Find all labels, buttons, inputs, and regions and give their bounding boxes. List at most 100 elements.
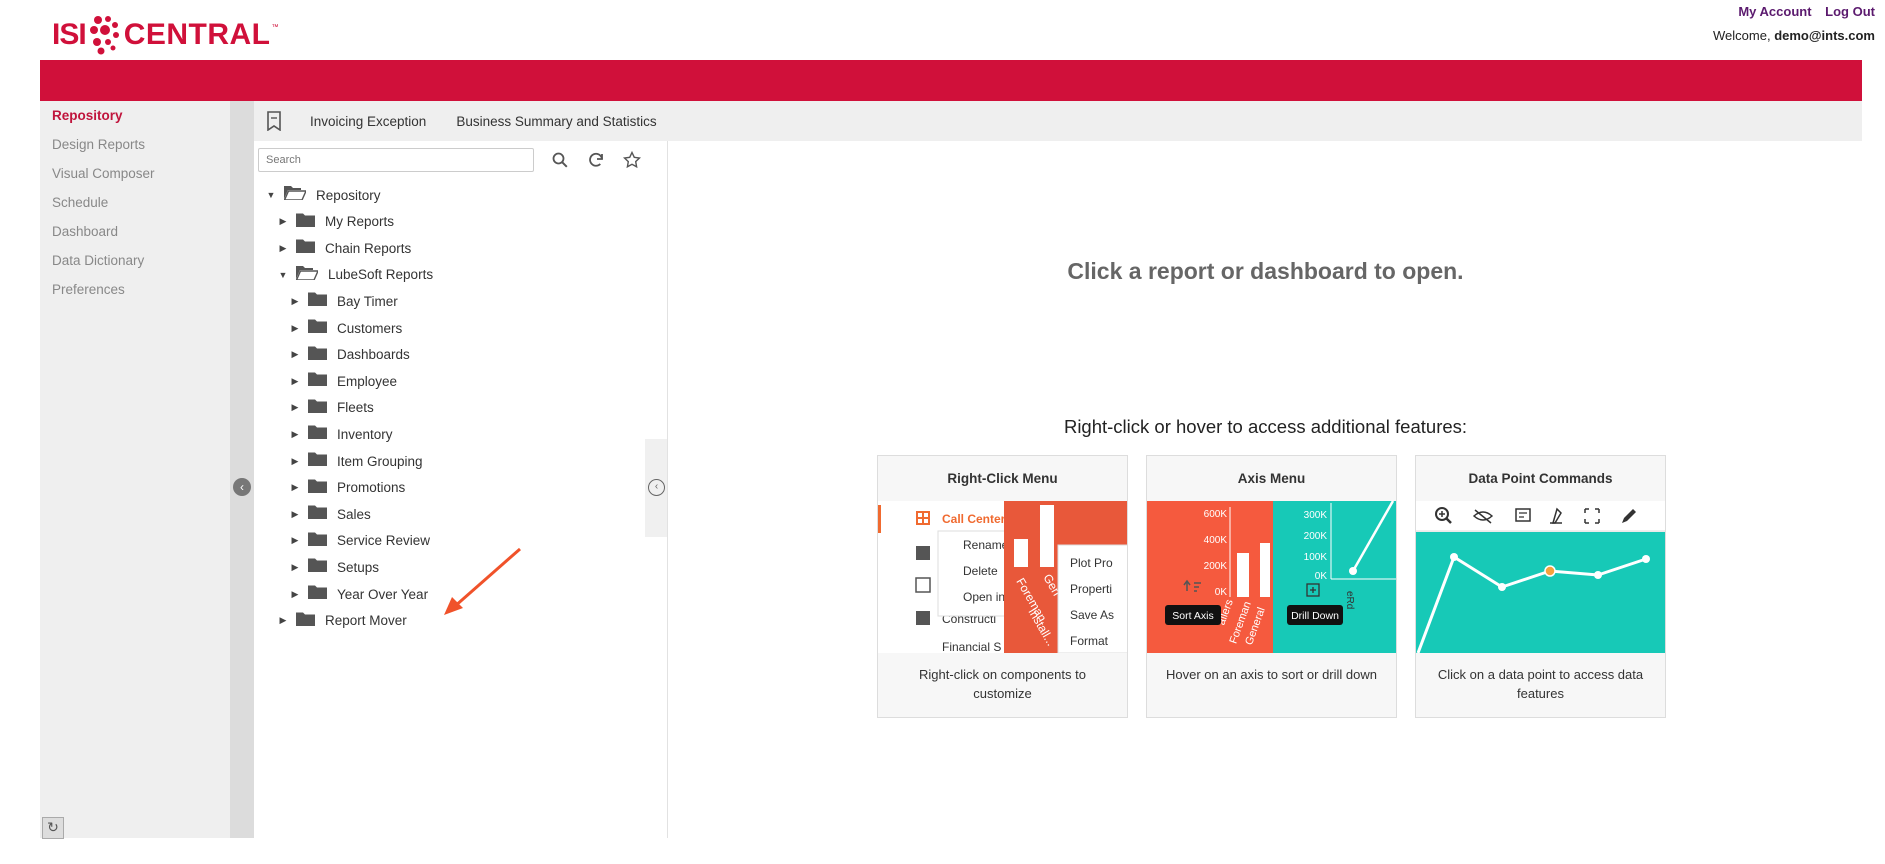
- folder-icon: [308, 478, 327, 498]
- expanded-caret-icon[interactable]: ▼: [266, 190, 276, 200]
- folder-icon: [308, 451, 327, 471]
- menu-call-center: Call Center: [942, 512, 1006, 526]
- features-subline: Right-click or hover to access additiona…: [1063, 416, 1468, 437]
- tree-node-label: Setups: [337, 559, 380, 575]
- card-title: Axis Menu: [1237, 471, 1306, 486]
- tab-invoicing-exception[interactable]: Invoicing Exception: [310, 113, 427, 129]
- tree-node-service-review[interactable]: ▶ Service Review: [288, 531, 430, 551]
- right-click-preview: Call Center Constructi Financial S Renam…: [878, 501, 1127, 653]
- collapsed-caret-icon[interactable]: ▶: [291, 349, 299, 360]
- right-tick-200k: 200K: [1304, 531, 1328, 542]
- collapsed-caret-icon[interactable]: ▶: [279, 216, 287, 227]
- collapsed-caret-icon[interactable]: ▶: [291, 322, 299, 333]
- nav-item-preferences[interactable]: Preferences: [52, 282, 125, 297]
- tree-node-my-reports[interactable]: ▶ My Reports: [276, 212, 394, 232]
- tree-node-promotions[interactable]: ▶ Promotions: [288, 478, 405, 498]
- clean-icon: [1550, 507, 1562, 524]
- search-icon[interactable]: [550, 150, 570, 170]
- collapsed-caret-icon[interactable]: ▶: [279, 615, 287, 626]
- nav-item-schedule[interactable]: Schedule: [52, 195, 109, 210]
- expanded-caret-icon[interactable]: ▼: [278, 269, 288, 280]
- header-banner: [40, 60, 1862, 101]
- favorites-star-icon[interactable]: [622, 150, 642, 170]
- data-point-preview: [1416, 501, 1665, 653]
- tree-node-repository[interactable]: ▼ Repository: [264, 185, 381, 205]
- refresh-icon[interactable]: ↻: [42, 817, 64, 839]
- nav-item-repository[interactable]: Repository: [52, 108, 123, 123]
- repository-search-input[interactable]: [258, 148, 534, 172]
- tab-business-summary[interactable]: Business Summary and Statistics: [456, 113, 657, 129]
- nav-item-visual-composer[interactable]: Visual Composer: [52, 166, 155, 181]
- collapsed-caret-icon[interactable]: ▶: [291, 428, 299, 439]
- refresh-tree-icon[interactable]: [586, 150, 606, 170]
- left-tick-0k: 0K: [1215, 587, 1228, 598]
- collapsed-caret-icon[interactable]: ▶: [291, 535, 299, 546]
- right-tick-300k: 300K: [1304, 510, 1328, 521]
- tree-node-item-grouping[interactable]: ▶ Item Grouping: [288, 451, 423, 471]
- folder-icon: [308, 557, 327, 577]
- submenu-plot-pro: Plot Pro: [1070, 556, 1113, 570]
- collapsed-caret-icon[interactable]: ▶: [291, 561, 299, 572]
- nav-item-design-reports[interactable]: Design Reports: [52, 137, 146, 152]
- collapsed-caret-icon[interactable]: ▶: [291, 375, 299, 386]
- nav-item-data-dictionary[interactable]: Data Dictionary: [52, 253, 145, 268]
- my-account-link[interactable]: My Account: [1738, 4, 1812, 19]
- left-tick-400k: 400K: [1204, 535, 1228, 546]
- tree-node-label: Item Grouping: [337, 453, 423, 469]
- tree-node-inventory[interactable]: ▶ Inventory: [288, 424, 393, 444]
- tree-node-label: My Reports: [325, 214, 395, 230]
- tree-node-label: Promotions: [337, 480, 406, 496]
- nav-item-dashboard[interactable]: Dashboard: [52, 224, 119, 239]
- tree-node-label: Year Over Year: [337, 586, 429, 602]
- collapse-nav-icon[interactable]: ‹: [233, 478, 251, 496]
- collapsed-caret-icon[interactable]: ▶: [291, 482, 299, 493]
- submenu-properties: Properti: [1070, 582, 1112, 596]
- tree-node-sales[interactable]: ▶ Sales: [288, 504, 371, 524]
- tree-node-setups[interactable]: ▶ Setups: [288, 557, 379, 577]
- folder-icon: [308, 398, 327, 418]
- folder-icon: [308, 531, 327, 551]
- tree-node-chain-reports[interactable]: ▶ Chain Reports: [276, 238, 411, 258]
- collapsed-caret-icon[interactable]: ▶: [291, 455, 299, 466]
- report-tabs-bar: Invoicing Exception Business Summary and…: [254, 101, 1862, 141]
- collapsed-caret-icon[interactable]: ▶: [291, 402, 299, 413]
- tree-node-label: LubeSoft Reports: [328, 267, 434, 283]
- folder-open-icon: [283, 185, 308, 205]
- user-email: demo@ints.com: [1774, 28, 1875, 43]
- tree-node-label: Bay Timer: [337, 293, 398, 309]
- tree-node-employee[interactable]: ▶ Employee: [288, 371, 397, 391]
- tree-node-fleets[interactable]: ▶ Fleets: [288, 398, 374, 418]
- tree-node-report-mover[interactable]: ▶ Report Mover: [276, 611, 407, 631]
- right-click-preview-graphic: Call Center Constructi Financial S Renam…: [878, 501, 1127, 653]
- bookmark-icon[interactable]: [254, 111, 294, 131]
- card-title: Right-Click Menu: [947, 471, 1058, 486]
- card-description: Right-click on components to customize: [919, 667, 1086, 701]
- tree-node-customers[interactable]: ▶ Customers: [288, 318, 402, 338]
- panel-collapse-handle[interactable]: ‹: [645, 439, 667, 537]
- right-rotated-label: eRd: [1344, 591, 1355, 609]
- welcome-prefix: Welcome,: [1713, 28, 1771, 43]
- collapsed-caret-icon[interactable]: ▶: [291, 588, 299, 599]
- tree-node-bay-timer[interactable]: ▶ Bay Timer: [288, 291, 398, 311]
- tree-node-label: Fleets: [337, 400, 374, 416]
- tree-node-label: Report Mover: [325, 613, 407, 629]
- collapsed-caret-icon[interactable]: ▶: [291, 508, 299, 519]
- isi-central-logo[interactable]: ISI CENTRAL ™: [52, 14, 279, 56]
- collapsed-caret-icon[interactable]: ▶: [279, 242, 287, 253]
- menu-rename: Rename: [963, 538, 1009, 552]
- folder-icon: [308, 291, 327, 311]
- repository-search-row: [258, 148, 642, 172]
- tree-node-dashboards[interactable]: ▶ Dashboards: [288, 345, 410, 365]
- menu-financial: Financial S: [942, 640, 1001, 653]
- tree-node-year-over-year[interactable]: ▶ Year Over Year: [288, 584, 428, 604]
- welcome-text: Welcome, demo@ints.com: [1713, 28, 1875, 43]
- folder-icon: [308, 318, 327, 338]
- collapse-panel-icon[interactable]: ‹: [648, 479, 665, 496]
- tree-node-lubesoft-reports[interactable]: ▼ LubeSoft Reports: [276, 265, 433, 285]
- collapsed-caret-icon[interactable]: ▶: [291, 295, 299, 306]
- right-tick-0k: 0K: [1315, 571, 1328, 582]
- card-description: Hover on an axis to sort or drill down: [1166, 667, 1377, 682]
- log-out-link[interactable]: Log Out: [1825, 4, 1875, 19]
- tree-node-label: Repository: [316, 187, 381, 203]
- folder-icon: [296, 212, 315, 232]
